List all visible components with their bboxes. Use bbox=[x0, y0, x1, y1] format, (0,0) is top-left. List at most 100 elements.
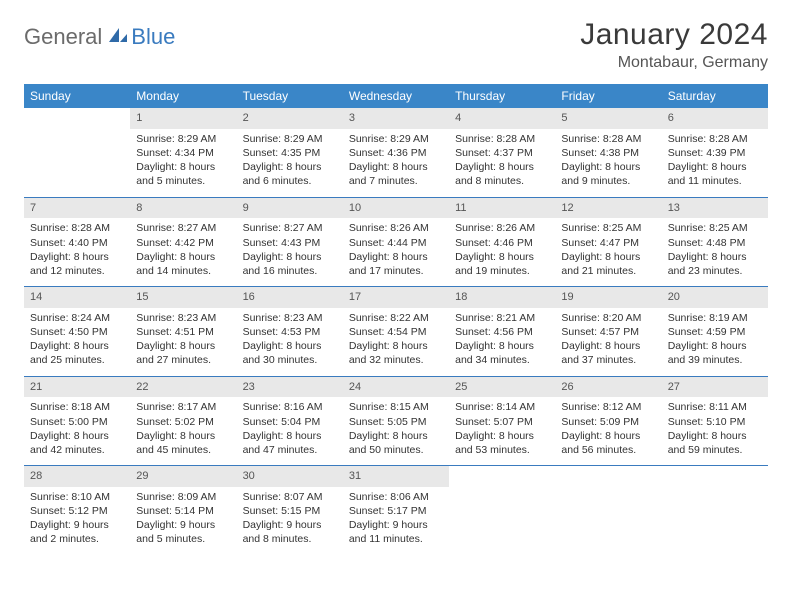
daylight-text: Daylight: 8 hours and 37 minutes. bbox=[561, 339, 655, 367]
calendar-cell: 6Sunrise: 8:28 AMSunset: 4:39 PMDaylight… bbox=[662, 108, 768, 197]
calendar-cell: 2Sunrise: 8:29 AMSunset: 4:35 PMDaylight… bbox=[237, 108, 343, 197]
day-number: 2 bbox=[237, 108, 343, 129]
day-body: Sunrise: 8:26 AMSunset: 4:44 PMDaylight:… bbox=[343, 218, 449, 286]
sunset-text: Sunset: 4:47 PM bbox=[561, 236, 655, 250]
day-number: 11 bbox=[449, 198, 555, 219]
daylight-text: Daylight: 8 hours and 9 minutes. bbox=[561, 160, 655, 188]
calendar-cell: 9Sunrise: 8:27 AMSunset: 4:43 PMDaylight… bbox=[237, 197, 343, 287]
day-body: Sunrise: 8:18 AMSunset: 5:00 PMDaylight:… bbox=[24, 397, 130, 465]
daylight-text: Daylight: 8 hours and 59 minutes. bbox=[668, 429, 762, 457]
calendar-row: 28Sunrise: 8:10 AMSunset: 5:12 PMDayligh… bbox=[24, 466, 768, 555]
sunrise-text: Sunrise: 8:06 AM bbox=[349, 490, 443, 504]
header: General Blue January 2024 Montabaur, Ger… bbox=[24, 18, 768, 72]
calendar-cell: 27Sunrise: 8:11 AMSunset: 5:10 PMDayligh… bbox=[662, 376, 768, 466]
sunset-text: Sunset: 4:38 PM bbox=[561, 146, 655, 160]
sunset-text: Sunset: 4:46 PM bbox=[455, 236, 549, 250]
sunset-text: Sunset: 4:44 PM bbox=[349, 236, 443, 250]
daylight-text: Daylight: 8 hours and 50 minutes. bbox=[349, 429, 443, 457]
day-header: Monday bbox=[130, 84, 236, 108]
sunrise-text: Sunrise: 8:20 AM bbox=[561, 311, 655, 325]
day-body: Sunrise: 8:25 AMSunset: 4:48 PMDaylight:… bbox=[662, 218, 768, 286]
sunset-text: Sunset: 5:00 PM bbox=[30, 415, 124, 429]
calendar-cell: 12Sunrise: 8:25 AMSunset: 4:47 PMDayligh… bbox=[555, 197, 661, 287]
calendar-cell: 23Sunrise: 8:16 AMSunset: 5:04 PMDayligh… bbox=[237, 376, 343, 466]
day-header: Friday bbox=[555, 84, 661, 108]
day-body: Sunrise: 8:27 AMSunset: 4:43 PMDaylight:… bbox=[237, 218, 343, 286]
logo-text-general: General bbox=[24, 24, 102, 50]
sunrise-text: Sunrise: 8:29 AM bbox=[243, 132, 337, 146]
sunset-text: Sunset: 5:09 PM bbox=[561, 415, 655, 429]
calendar-cell: 30Sunrise: 8:07 AMSunset: 5:15 PMDayligh… bbox=[237, 466, 343, 555]
day-header: Tuesday bbox=[237, 84, 343, 108]
sunset-text: Sunset: 4:37 PM bbox=[455, 146, 549, 160]
daylight-text: Daylight: 8 hours and 23 minutes. bbox=[668, 250, 762, 278]
sunset-text: Sunset: 5:05 PM bbox=[349, 415, 443, 429]
daylight-text: Daylight: 8 hours and 45 minutes. bbox=[136, 429, 230, 457]
sunset-text: Sunset: 4:43 PM bbox=[243, 236, 337, 250]
day-body: Sunrise: 8:29 AMSunset: 4:35 PMDaylight:… bbox=[237, 129, 343, 197]
daylight-text: Daylight: 8 hours and 39 minutes. bbox=[668, 339, 762, 367]
sunrise-text: Sunrise: 8:26 AM bbox=[455, 221, 549, 235]
daylight-text: Daylight: 8 hours and 11 minutes. bbox=[668, 160, 762, 188]
day-number: 22 bbox=[130, 377, 236, 398]
daylight-text: Daylight: 8 hours and 56 minutes. bbox=[561, 429, 655, 457]
sunrise-text: Sunrise: 8:28 AM bbox=[561, 132, 655, 146]
logo-text-blue: Blue bbox=[131, 24, 175, 50]
day-body: Sunrise: 8:17 AMSunset: 5:02 PMDaylight:… bbox=[130, 397, 236, 465]
day-body: Sunrise: 8:28 AMSunset: 4:37 PMDaylight:… bbox=[449, 129, 555, 197]
title-block: January 2024 Montabaur, Germany bbox=[580, 18, 768, 72]
calendar-cell: 5 Sunrise: 8:28 AMSunset: 4:38 PMDaylight… bbox=[555, 108, 661, 197]
day-number: 21 bbox=[24, 377, 130, 398]
day-body-empty bbox=[449, 466, 555, 524]
calendar-cell: 10Sunrise: 8:26 AMSunset: 4:44 PMDayligh… bbox=[343, 197, 449, 287]
calendar-cell: 17Sunrise: 8:22 AMSunset: 4:54 PMDayligh… bbox=[343, 287, 449, 377]
daylight-text: Daylight: 8 hours and 17 minutes. bbox=[349, 250, 443, 278]
day-body: Sunrise: 8:29 AMSunset: 4:36 PMDaylight:… bbox=[343, 129, 449, 197]
daylight-text: Daylight: 8 hours and 6 minutes. bbox=[243, 160, 337, 188]
daylight-text: Daylight: 9 hours and 5 minutes. bbox=[136, 518, 230, 546]
daylight-text: Daylight: 8 hours and 30 minutes. bbox=[243, 339, 337, 367]
calendar-cell: 8Sunrise: 8:27 AMSunset: 4:42 PMDaylight… bbox=[130, 197, 236, 287]
sunset-text: Sunset: 4:34 PM bbox=[136, 146, 230, 160]
day-header: Wednesday bbox=[343, 84, 449, 108]
sunrise-text: Sunrise: 8:28 AM bbox=[668, 132, 762, 146]
calendar-cell: 4Sunrise: 8:28 AMSunset: 4:37 PMDaylight… bbox=[449, 108, 555, 197]
day-number: 19 bbox=[555, 287, 661, 308]
daylight-text: Daylight: 9 hours and 8 minutes. bbox=[243, 518, 337, 546]
day-body: Sunrise: 8:27 AMSunset: 4:42 PMDaylight:… bbox=[130, 218, 236, 286]
calendar-cell: 11Sunrise: 8:26 AMSunset: 4:46 PMDayligh… bbox=[449, 197, 555, 287]
daylight-text: Daylight: 8 hours and 25 minutes. bbox=[30, 339, 124, 367]
sunset-text: Sunset: 4:56 PM bbox=[455, 325, 549, 339]
location: Montabaur, Germany bbox=[580, 54, 768, 72]
sunset-text: Sunset: 4:48 PM bbox=[668, 236, 762, 250]
sunset-text: Sunset: 4:35 PM bbox=[243, 146, 337, 160]
day-number: 18 bbox=[449, 287, 555, 308]
day-body: Sunrise: 8:06 AMSunset: 5:17 PMDaylight:… bbox=[343, 487, 449, 555]
daylight-text: Daylight: 8 hours and 8 minutes. bbox=[455, 160, 549, 188]
sunrise-text: Sunrise: 8:12 AM bbox=[561, 400, 655, 414]
sunrise-text: Sunrise: 8:17 AM bbox=[136, 400, 230, 414]
sunrise-text: Sunrise: 8:25 AM bbox=[668, 221, 762, 235]
day-number: 5 bbox=[555, 108, 661, 129]
calendar-cell bbox=[662, 466, 768, 555]
calendar-row: 1 Sunrise: 8:29 AM Sunset: 4:34 PM Daylight… bbox=[24, 108, 768, 197]
sunset-text: Sunset: 5:07 PM bbox=[455, 415, 549, 429]
sunset-text: Sunset: 4:54 PM bbox=[349, 325, 443, 339]
sunrise-text: Sunrise: 8:19 AM bbox=[668, 311, 762, 325]
sunrise-text: Sunrise: 8:22 AM bbox=[349, 311, 443, 325]
day-number: 1 bbox=[130, 108, 236, 129]
day-number: 24 bbox=[343, 377, 449, 398]
day-number: 27 bbox=[662, 377, 768, 398]
sunrise-text: Sunrise: 8:23 AM bbox=[136, 311, 230, 325]
daylight-text: Daylight: 8 hours and 14 minutes. bbox=[136, 250, 230, 278]
sail-icon bbox=[107, 24, 129, 50]
calendar-cell bbox=[449, 466, 555, 555]
sunrise-text: Sunrise: 8:16 AM bbox=[243, 400, 337, 414]
day-body: Sunrise: 8:26 AMSunset: 4:46 PMDaylight:… bbox=[449, 218, 555, 286]
daylight-text: Daylight: 9 hours and 2 minutes. bbox=[30, 518, 124, 546]
day-body: Sunrise: 8:22 AMSunset: 4:54 PMDaylight:… bbox=[343, 308, 449, 376]
calendar-cell: 1Sunrise: 8:29 AMSunset: 4:34 PMDaylight… bbox=[130, 108, 236, 197]
daylight-text: Daylight: 8 hours and 53 minutes. bbox=[455, 429, 549, 457]
sunset-text: Sunset: 5:12 PM bbox=[30, 504, 124, 518]
sunset-text: Sunset: 4:53 PM bbox=[243, 325, 337, 339]
